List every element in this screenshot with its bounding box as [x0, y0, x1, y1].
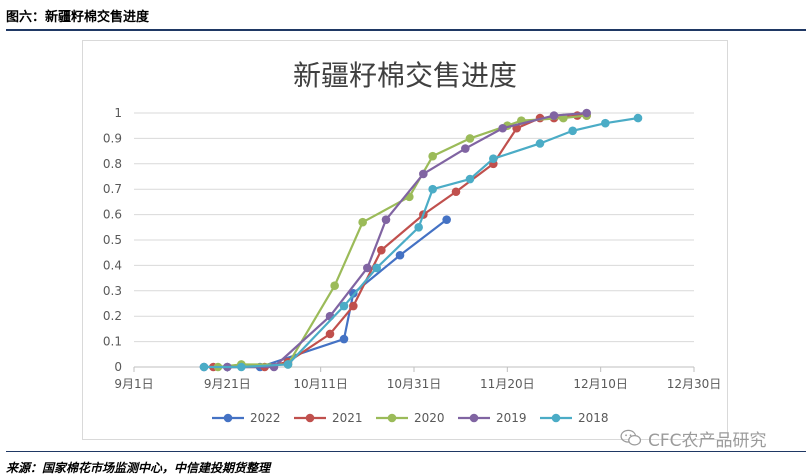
data-point — [461, 144, 470, 153]
y-tick-label: 0.9 — [103, 131, 122, 145]
series-line-2018 — [204, 116, 639, 369]
series-2021 — [209, 111, 591, 372]
data-point — [428, 184, 437, 194]
data-point — [339, 334, 349, 344]
bottom-rule — [6, 451, 806, 452]
plot-area — [199, 108, 643, 372]
x-tick-label: 9月21日 — [204, 377, 251, 391]
series-2022 — [199, 215, 451, 372]
data-point — [568, 126, 577, 136]
y-tick-label: 0.4 — [103, 258, 122, 272]
data-point — [414, 223, 423, 232]
y-tick-label: 0.1 — [103, 335, 122, 349]
x-tick-labels: 9月1日 9月21日 10月11日 10月31日 11月20日 12月10日 12月30日 — [114, 377, 721, 391]
watermark: CFC农产品研究 — [620, 427, 808, 451]
data-point — [428, 151, 437, 161]
legend: 2022 2021 2020 2019 2018 — [212, 411, 609, 425]
chart-title: 新疆籽棉交售进度 — [293, 59, 517, 92]
data-point — [601, 118, 610, 128]
data-point — [283, 360, 293, 369]
legend-label: 2019 — [496, 411, 527, 425]
series-line-2020 — [217, 114, 587, 369]
series-line-2019 — [227, 111, 587, 369]
legend-label: 2018 — [578, 411, 609, 425]
x-tick-label: 10月31日 — [387, 377, 442, 391]
grid — [133, 112, 695, 372]
legend-item-2022: 2022 — [212, 411, 281, 425]
legend-item-2021: 2021 — [294, 411, 363, 425]
series-2019 — [223, 108, 591, 372]
y-tick-label: 0.7 — [103, 182, 122, 196]
data-point — [395, 250, 405, 260]
data-point — [377, 245, 386, 255]
legend-swatch-marker — [387, 413, 397, 423]
legend-item-2020: 2020 — [376, 411, 445, 425]
series-line-2021 — [213, 114, 587, 369]
y-tick-label: 0.5 — [103, 233, 122, 247]
source-note: 来源：国家棉花市场监测中心，中信建投期货整理 — [6, 461, 271, 475]
data-point — [339, 301, 349, 311]
legend-label: 2021 — [332, 411, 363, 425]
y-tick-label: 1 — [114, 106, 122, 120]
top-rule — [6, 29, 806, 31]
y-tick-label: 0.3 — [103, 284, 122, 298]
series-line-2022 — [204, 218, 448, 369]
data-point — [465, 134, 475, 143]
data-point — [535, 139, 545, 148]
data-point — [381, 215, 391, 224]
chart-frame: 新疆籽棉交售进度 0 0.1 0.2 0.3 0.4 0.5 0.6 0.7 0.8 0.9 1 9… — [82, 40, 728, 440]
figure-title: 图六：新疆籽棉交售进度 — [6, 10, 150, 25]
x-tick-label: 11月20日 — [480, 377, 535, 391]
chart-svg: 新疆籽棉交售进度 0 0.1 0.2 0.3 0.4 0.5 0.6 0.7 0.8 0.9 1 9… — [103, 59, 721, 425]
data-point — [489, 154, 498, 164]
y-tick-label: 0.8 — [103, 157, 122, 171]
data-point — [549, 111, 559, 120]
data-point — [325, 329, 335, 339]
x-tick-label: 9月1日 — [114, 377, 153, 391]
data-point — [358, 217, 367, 227]
data-point — [451, 187, 461, 197]
data-point — [349, 301, 358, 311]
data-point — [237, 362, 246, 372]
legend-swatch-marker — [469, 413, 479, 423]
data-point — [419, 169, 428, 179]
data-point — [633, 113, 643, 123]
data-point — [330, 281, 339, 291]
x-tick-label: 12月10日 — [573, 377, 628, 391]
legend-item-2018: 2018 — [540, 411, 609, 425]
legend-item-2019: 2019 — [458, 411, 527, 425]
data-point — [498, 123, 507, 133]
y-tick-labels: 0 0.1 0.2 0.3 0.4 0.5 0.6 0.7 0.8 0.9 1 — [103, 106, 122, 374]
data-point — [199, 362, 209, 372]
y-tick-label: 0.2 — [103, 309, 122, 323]
y-tick-label: 0 — [114, 360, 122, 374]
data-point — [465, 174, 475, 184]
x-tick-label: 12月30日 — [667, 377, 722, 391]
legend-label: 2020 — [414, 411, 445, 425]
data-point — [363, 263, 372, 273]
data-point — [372, 263, 381, 273]
data-point — [582, 108, 591, 118]
y-tick-label: 0.6 — [103, 208, 122, 222]
x-tick-label: 10月11日 — [293, 377, 348, 391]
series-2020 — [213, 111, 591, 372]
legend-swatch-marker — [551, 413, 561, 423]
wechat-icon — [620, 429, 642, 446]
legend-swatch-marker — [223, 413, 233, 423]
data-point — [442, 215, 451, 224]
legend-swatch-marker — [305, 413, 315, 423]
legend-label: 2022 — [250, 411, 281, 425]
watermark-text: CFC农产品研究 — [648, 430, 767, 451]
series-2018 — [199, 113, 643, 372]
